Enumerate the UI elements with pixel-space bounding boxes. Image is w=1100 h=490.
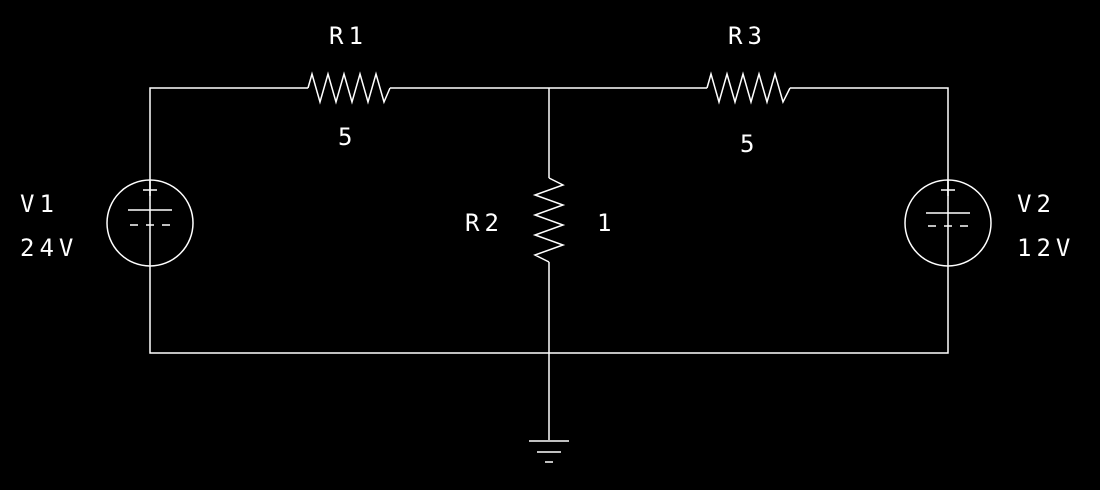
voltage-source-v1 bbox=[106, 179, 194, 267]
v2-name-label: V2 bbox=[1017, 190, 1056, 218]
r2-value-label: 1 bbox=[597, 209, 616, 237]
r2-name-label: R2 bbox=[465, 209, 504, 237]
v1-value-label: 24V bbox=[20, 234, 78, 262]
ground-symbol bbox=[529, 440, 569, 463]
resistor-r2 bbox=[532, 177, 566, 263]
voltage-source-v2 bbox=[904, 179, 992, 267]
r1-value-label: 5 bbox=[338, 123, 357, 151]
v2-value-label: 12V bbox=[1017, 234, 1075, 262]
wire-top-left bbox=[149, 87, 308, 223]
wire-top-right bbox=[790, 87, 949, 223]
resistor-r3 bbox=[706, 71, 791, 105]
resistor-r1 bbox=[307, 71, 391, 105]
r1-name-label: R1 bbox=[329, 22, 368, 50]
r3-name-label: R3 bbox=[728, 22, 767, 50]
r3-value-label: 5 bbox=[740, 130, 759, 158]
v1-name-label: V1 bbox=[20, 190, 59, 218]
